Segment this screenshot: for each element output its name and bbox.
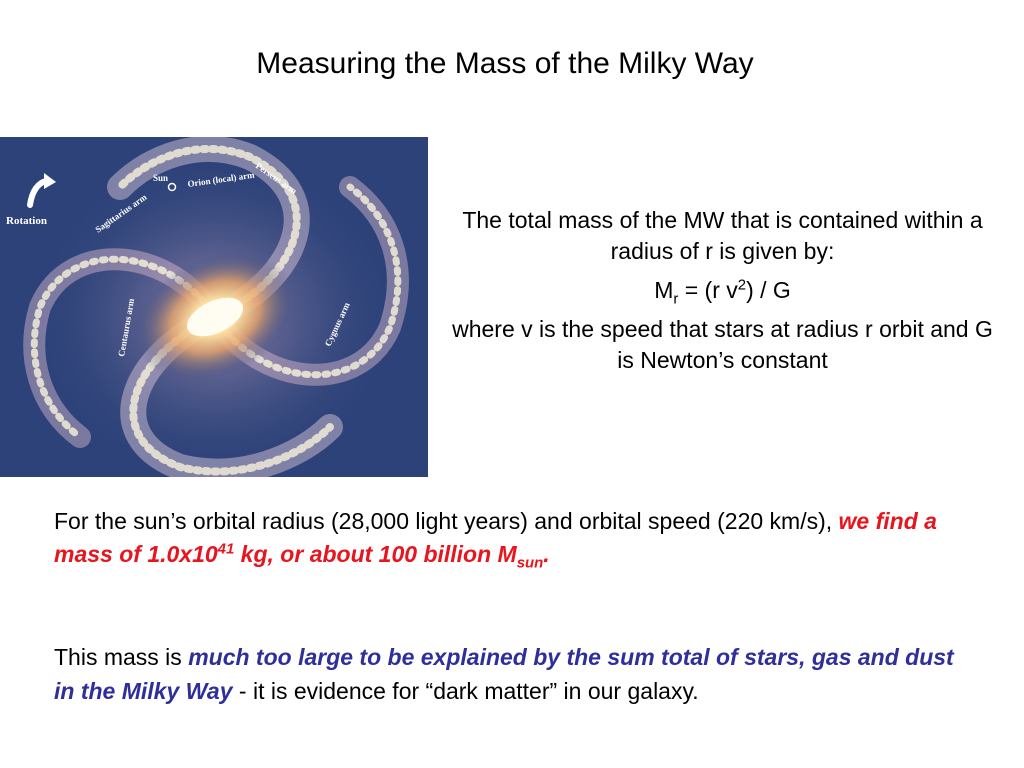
- dark-matter-emphasis: much too large to be explained by the su…: [54, 644, 954, 704]
- formula-m: M: [654, 277, 674, 303]
- formula-explanation: where v is the speed that stars at radiu…: [452, 316, 993, 373]
- formula-middle: = (r v: [678, 277, 738, 303]
- milky-way-image: Rotation Sun Orion (local) arm Perseus a…: [0, 137, 428, 477]
- formula-intro: The total mass of the MW that is contain…: [462, 207, 983, 264]
- sun-subscript: sun: [516, 554, 544, 572]
- mass-exponent: 41: [217, 540, 235, 558]
- slide-title: Measuring the Mass of the Milky Way: [256, 47, 754, 80]
- formula-subscript: r: [673, 290, 679, 308]
- rotation-arrow-icon: [27, 173, 56, 208]
- para2-plain-end: - it is evidence for “dark matter” in ou…: [232, 678, 699, 704]
- sun-label: Sun: [153, 173, 168, 183]
- mass-result-period: .: [543, 541, 550, 567]
- mass-result-part2: kg, or about 100 billion M: [234, 541, 517, 567]
- para2-plain-start: This mass is: [54, 644, 189, 670]
- mass-formula: Mr = (r v2) / G: [450, 275, 995, 308]
- formula-exponent: 2: [737, 276, 747, 294]
- sun-orbit-paragraph: For the sun’s orbital radius (28,000 lig…: [54, 505, 954, 571]
- rotation-label: Rotation: [6, 215, 47, 227]
- mass-formula-block: The total mass of the MW that is contain…: [450, 205, 995, 384]
- para1-plain: For the sun’s orbital radius (28,000 lig…: [54, 508, 839, 534]
- formula-end: ) / G: [746, 277, 791, 303]
- mass-result-part1: we find a mass of 1.0x10: [54, 508, 937, 567]
- mass-result: we find a mass of 1.0x1041 kg, or about …: [54, 508, 937, 571]
- dark-matter-paragraph: This mass is much too large to be explai…: [54, 640, 964, 708]
- sun-marker-icon: [167, 182, 177, 192]
- galaxy-illustration: Rotation Sun Orion (local) arm Perseus a…: [0, 137, 428, 477]
